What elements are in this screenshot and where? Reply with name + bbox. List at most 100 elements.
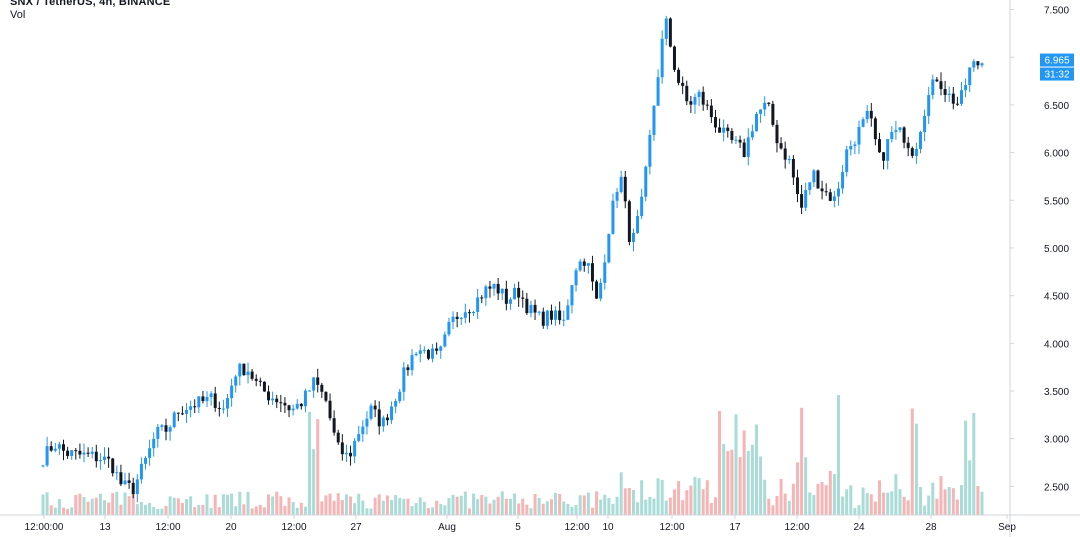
candle-body	[943, 89, 947, 95]
candle-body	[935, 79, 939, 82]
candle-body	[791, 158, 795, 178]
last-price-value: 6.965	[1044, 56, 1069, 67]
candle-body	[898, 127, 902, 131]
candle-body	[521, 297, 525, 299]
volume-bar	[287, 497, 291, 515]
candle-body	[853, 144, 857, 147]
candle-body	[406, 367, 410, 371]
volume-bar	[730, 449, 734, 515]
volume-bar	[513, 493, 517, 515]
candle-body	[262, 381, 266, 392]
candle-body	[496, 283, 500, 294]
volume-bar	[927, 495, 931, 515]
volume-bar	[451, 494, 455, 515]
candle-body	[800, 194, 804, 208]
candle-body	[931, 79, 935, 96]
volume-bar	[775, 495, 779, 515]
time-tick-label: Sep	[998, 522, 1016, 533]
volume-bar	[279, 496, 283, 515]
candle-body	[713, 117, 717, 128]
candle-body	[53, 448, 57, 451]
volume-bar	[467, 508, 471, 515]
time-tick-label: 13	[99, 522, 111, 533]
candle-body	[636, 216, 640, 233]
candle-body	[242, 363, 246, 376]
candle-body	[332, 418, 336, 433]
volume-bar	[500, 491, 504, 515]
volume-bar	[554, 492, 558, 515]
candle-body	[291, 408, 295, 411]
candle-body	[947, 93, 951, 95]
candle-body	[250, 371, 254, 379]
candle-body	[508, 299, 512, 304]
volume-bar	[763, 479, 767, 515]
volume-bar	[812, 495, 816, 515]
candle-body	[426, 350, 430, 359]
candle-body	[328, 400, 332, 419]
volume-bar	[422, 501, 426, 515]
candle-body	[517, 287, 521, 298]
volume-bar	[82, 497, 86, 515]
volume-bar	[623, 488, 627, 515]
volume-bar	[672, 489, 676, 515]
volume-bar	[845, 489, 849, 515]
time-tick-label: 12:00	[281, 522, 306, 533]
volume-bar	[431, 507, 435, 515]
volume-bar	[595, 491, 599, 515]
candle-body	[513, 287, 517, 300]
candle-body	[828, 192, 832, 201]
candle-body	[484, 286, 488, 299]
volume-bar	[853, 507, 857, 515]
volume-bar	[627, 488, 631, 515]
volume-bar	[619, 472, 623, 515]
candle-body	[443, 334, 447, 347]
volume-bar	[164, 505, 168, 515]
candle-body	[771, 103, 775, 125]
volume-bar	[914, 423, 918, 515]
volume-bar	[562, 501, 566, 515]
volume-bar	[771, 505, 775, 515]
price-tick-label: 3.500	[1044, 387, 1069, 398]
candle-body	[533, 304, 537, 313]
candle-body	[45, 446, 49, 466]
volume-bar	[828, 470, 832, 515]
candle-body	[500, 288, 504, 294]
volume-bar	[615, 496, 619, 515]
candle-body	[303, 390, 307, 407]
volume-bar	[582, 495, 586, 515]
volume-bar	[586, 492, 590, 515]
candle-body	[185, 409, 189, 414]
volume-bar	[176, 498, 180, 515]
candle-body	[923, 115, 927, 133]
candle-body	[439, 346, 443, 351]
candle-body	[431, 348, 435, 359]
candle-body	[41, 465, 45, 467]
volume-bar	[357, 493, 361, 515]
candle-body	[66, 450, 70, 456]
volume-bar	[947, 487, 951, 515]
candle-body	[873, 118, 877, 140]
candle-body	[611, 200, 615, 234]
volume-bar	[882, 492, 886, 515]
volume-bar	[664, 500, 668, 515]
symbol-title[interactable]: SNX / TetherUS, 4h, BINANCE	[10, 0, 171, 8]
volume-bar	[566, 503, 570, 515]
volume-bar	[910, 408, 914, 515]
candle-body	[353, 440, 357, 457]
candle-body	[537, 311, 541, 313]
price-tick-label: 3.000	[1044, 435, 1069, 446]
last-price-tag	[1040, 53, 1074, 67]
candle-body	[205, 397, 209, 402]
volume-bar	[517, 503, 521, 515]
candle-body	[726, 127, 730, 132]
volume-bar	[123, 492, 127, 515]
candle-body	[275, 398, 279, 403]
candle-body	[980, 63, 984, 66]
candle-body	[476, 297, 480, 312]
volume-bar	[340, 500, 344, 515]
price-tick-label: 7.500	[1044, 6, 1069, 17]
volume-bar	[156, 508, 160, 515]
candle-body	[603, 262, 607, 283]
